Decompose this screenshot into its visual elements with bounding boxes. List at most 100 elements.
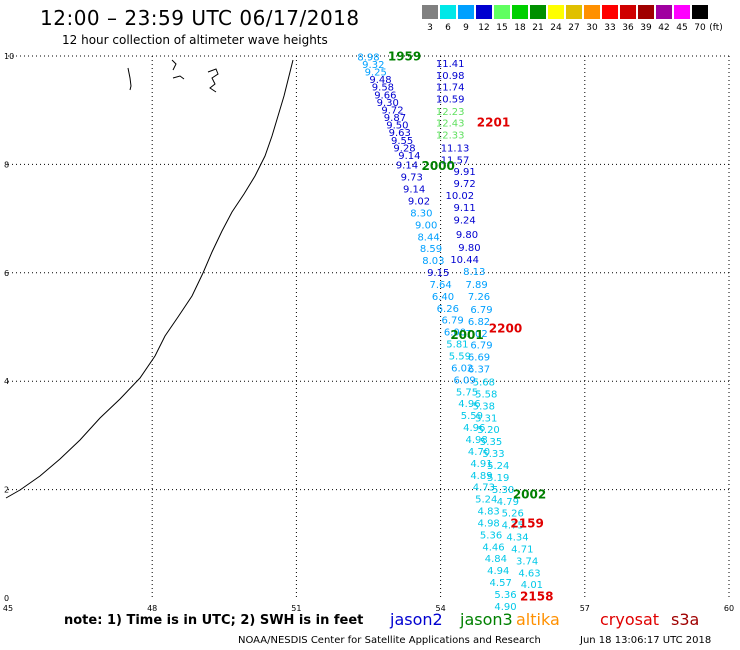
wave-height-value: 6.40	[432, 292, 454, 303]
y-tick-label: 8	[4, 160, 9, 169]
wave-height-value: 5.68	[473, 378, 495, 389]
wave-height-value: 9.48	[369, 75, 391, 86]
scale-swatch	[692, 5, 708, 19]
scale-swatch	[602, 5, 618, 19]
scale-swatch	[584, 5, 600, 19]
satellite-cryosat: cryosat	[600, 610, 660, 629]
pass-time-label: 2001	[450, 328, 483, 342]
pass-time-label: 2158	[520, 590, 553, 604]
y-tick-label: 6	[4, 269, 9, 278]
scale-swatch	[548, 5, 564, 19]
wave-height-value: 9.11	[454, 203, 476, 214]
satellite-s3a: s3a	[671, 610, 700, 629]
wave-height-value: 4.98	[466, 435, 488, 446]
wave-height-value: 6.00	[444, 328, 466, 339]
scale-swatch	[476, 5, 492, 19]
wave-height-value: 9.14	[403, 185, 425, 196]
wave-height-value: 8.98	[357, 52, 379, 63]
satellite-jason2: jason2	[390, 610, 443, 629]
wave-height-value: 4.79	[497, 497, 519, 508]
wave-height-value: 9.14	[396, 161, 418, 172]
satellite-jason3: jason3	[460, 610, 513, 629]
wave-height-value: 4.89	[470, 471, 492, 482]
wave-height-value: 4.90	[494, 602, 516, 613]
wave-height-value: 9.87	[384, 113, 406, 124]
wave-height-value: 5.36	[494, 590, 516, 601]
scale-label: 9	[463, 23, 469, 33]
wave-height-value: 4.83	[478, 507, 500, 518]
wave-height-value: 11.13	[441, 143, 470, 154]
time-labels: 1959 2201 2000 2200 2001 2002 2159 2158	[388, 49, 554, 603]
scale-swatch	[674, 5, 690, 19]
islands	[127, 59, 219, 93]
scale-label: 21	[532, 23, 544, 33]
footnote: note: 1) Time is in UTC; 2) SWH is in fe…	[64, 613, 364, 628]
wave-height-value: 9.30	[377, 98, 399, 109]
wave-height-value: 5.81	[446, 340, 468, 351]
wave-height-value: 4.94	[487, 566, 509, 577]
wave-height-value: 4.71	[511, 544, 533, 555]
scale-swatch	[566, 5, 582, 19]
wave-height-value: 7.64	[429, 280, 451, 291]
scale-label: 27	[568, 23, 580, 33]
generated-timestamp: Jun 18 13:06:17 UTC 2018	[580, 635, 712, 646]
wave-height-value: 9.25	[365, 68, 387, 79]
scale-swatch	[656, 5, 672, 19]
wave-height-value: 5.59	[461, 411, 483, 422]
coastline	[5, 59, 294, 499]
wave-height-value: 4.34	[506, 533, 528, 544]
wave-height-value: 6.09	[454, 375, 476, 386]
wave-height-value: 9.28	[393, 143, 415, 154]
wave-height-value: 4.96	[463, 423, 485, 434]
wave-height-value: 6.69	[468, 353, 490, 364]
wave-height-value: 5.19	[487, 473, 509, 484]
wave-height-value: 5.35	[480, 437, 502, 448]
wave-height-value: 8.59	[420, 244, 442, 255]
x-tick-label: 45	[3, 604, 13, 613]
wave-height-value: 4.57	[490, 578, 512, 589]
pass-time-label: 1959	[388, 49, 421, 63]
x-tick-label: 51	[291, 604, 301, 613]
y-tick-label: 0	[4, 594, 9, 603]
wave-height-value: 9.72	[381, 105, 403, 116]
wave-height-value: 6.79	[441, 316, 463, 327]
wave-height-value: 7.89	[466, 280, 488, 291]
pass-time-label: 2200	[489, 321, 522, 335]
wave-height-value: 4.46	[482, 542, 504, 553]
lat-lon-grid	[8, 55, 730, 598]
wave-height-value: 12.33	[436, 130, 465, 141]
credit-text: NOAA/NESDIS Center for Satellite Applica…	[238, 635, 541, 646]
wave-height-value: 11.57	[441, 155, 470, 166]
y-tick-label: 10	[4, 52, 14, 61]
wave-height-value: 5.36	[480, 530, 502, 541]
y-tick-label: 4	[4, 377, 9, 386]
island-3	[172, 75, 185, 80]
wave-height-value: 5.58	[475, 389, 497, 400]
wave-height-value: 9.55	[391, 136, 413, 147]
wave-height-value: 4.75	[502, 521, 524, 532]
wave-height-value: 5.75	[456, 387, 478, 398]
scale-swatch	[422, 5, 438, 19]
wave-height-value: 4.63	[518, 568, 540, 579]
wave-height-value: 9.58	[372, 83, 394, 94]
scale-label: 3	[427, 23, 433, 33]
wave-height-value: 6.79	[470, 341, 492, 352]
pass-time-label: 2201	[477, 115, 510, 129]
wave-height-value: 10.98	[436, 71, 465, 82]
wave-height-value: 6.26	[437, 304, 459, 315]
scale-label: 45	[676, 23, 688, 33]
wave-height-value: 5.24	[487, 461, 509, 472]
pass-time-label: 2159	[510, 517, 543, 531]
wave-height-value: 5.31	[475, 413, 497, 424]
wave-height-value: 5.26	[502, 509, 524, 520]
x-tick-label: 60	[724, 604, 734, 613]
scale-swatch	[620, 5, 636, 19]
scale-label: 12	[478, 23, 490, 33]
scale-label: 6	[445, 23, 451, 33]
wave-height-value: 7.02	[466, 329, 488, 340]
wave-height-value: 5.38	[473, 401, 495, 412]
scale-swatch	[530, 5, 546, 19]
x-tick-label: 57	[580, 604, 590, 613]
scale-label: 30	[586, 23, 598, 33]
